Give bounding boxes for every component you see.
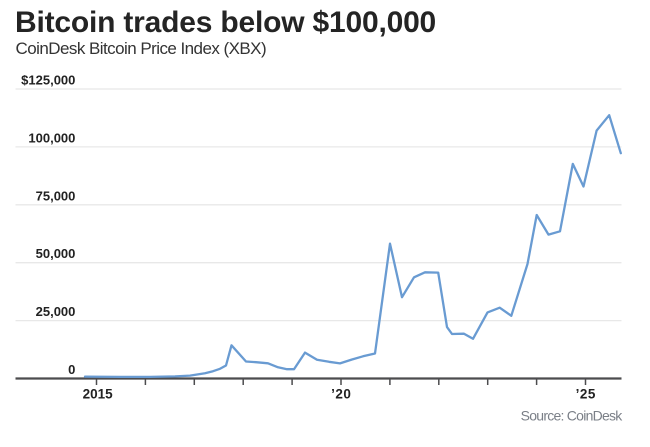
svg-text:’20: ’20 [331,386,351,401]
svg-text:2015: 2015 [83,386,114,401]
svg-text:Source: CoinDesk: Source: CoinDesk [521,408,624,424]
svg-text:75,000: 75,000 [36,188,76,203]
svg-text:50,000: 50,000 [36,246,76,261]
svg-text:$125,000: $125,000 [21,73,75,88]
svg-text:0: 0 [68,362,75,377]
svg-text:100,000: 100,000 [28,130,75,145]
svg-text:CoinDesk Bitcoin Price Index (: CoinDesk Bitcoin Price Index (XBX) [16,39,267,58]
svg-text:’25: ’25 [576,386,596,401]
svg-text:Bitcoin trades below $100,000: Bitcoin trades below $100,000 [15,6,436,39]
svg-text:25,000: 25,000 [36,304,76,319]
